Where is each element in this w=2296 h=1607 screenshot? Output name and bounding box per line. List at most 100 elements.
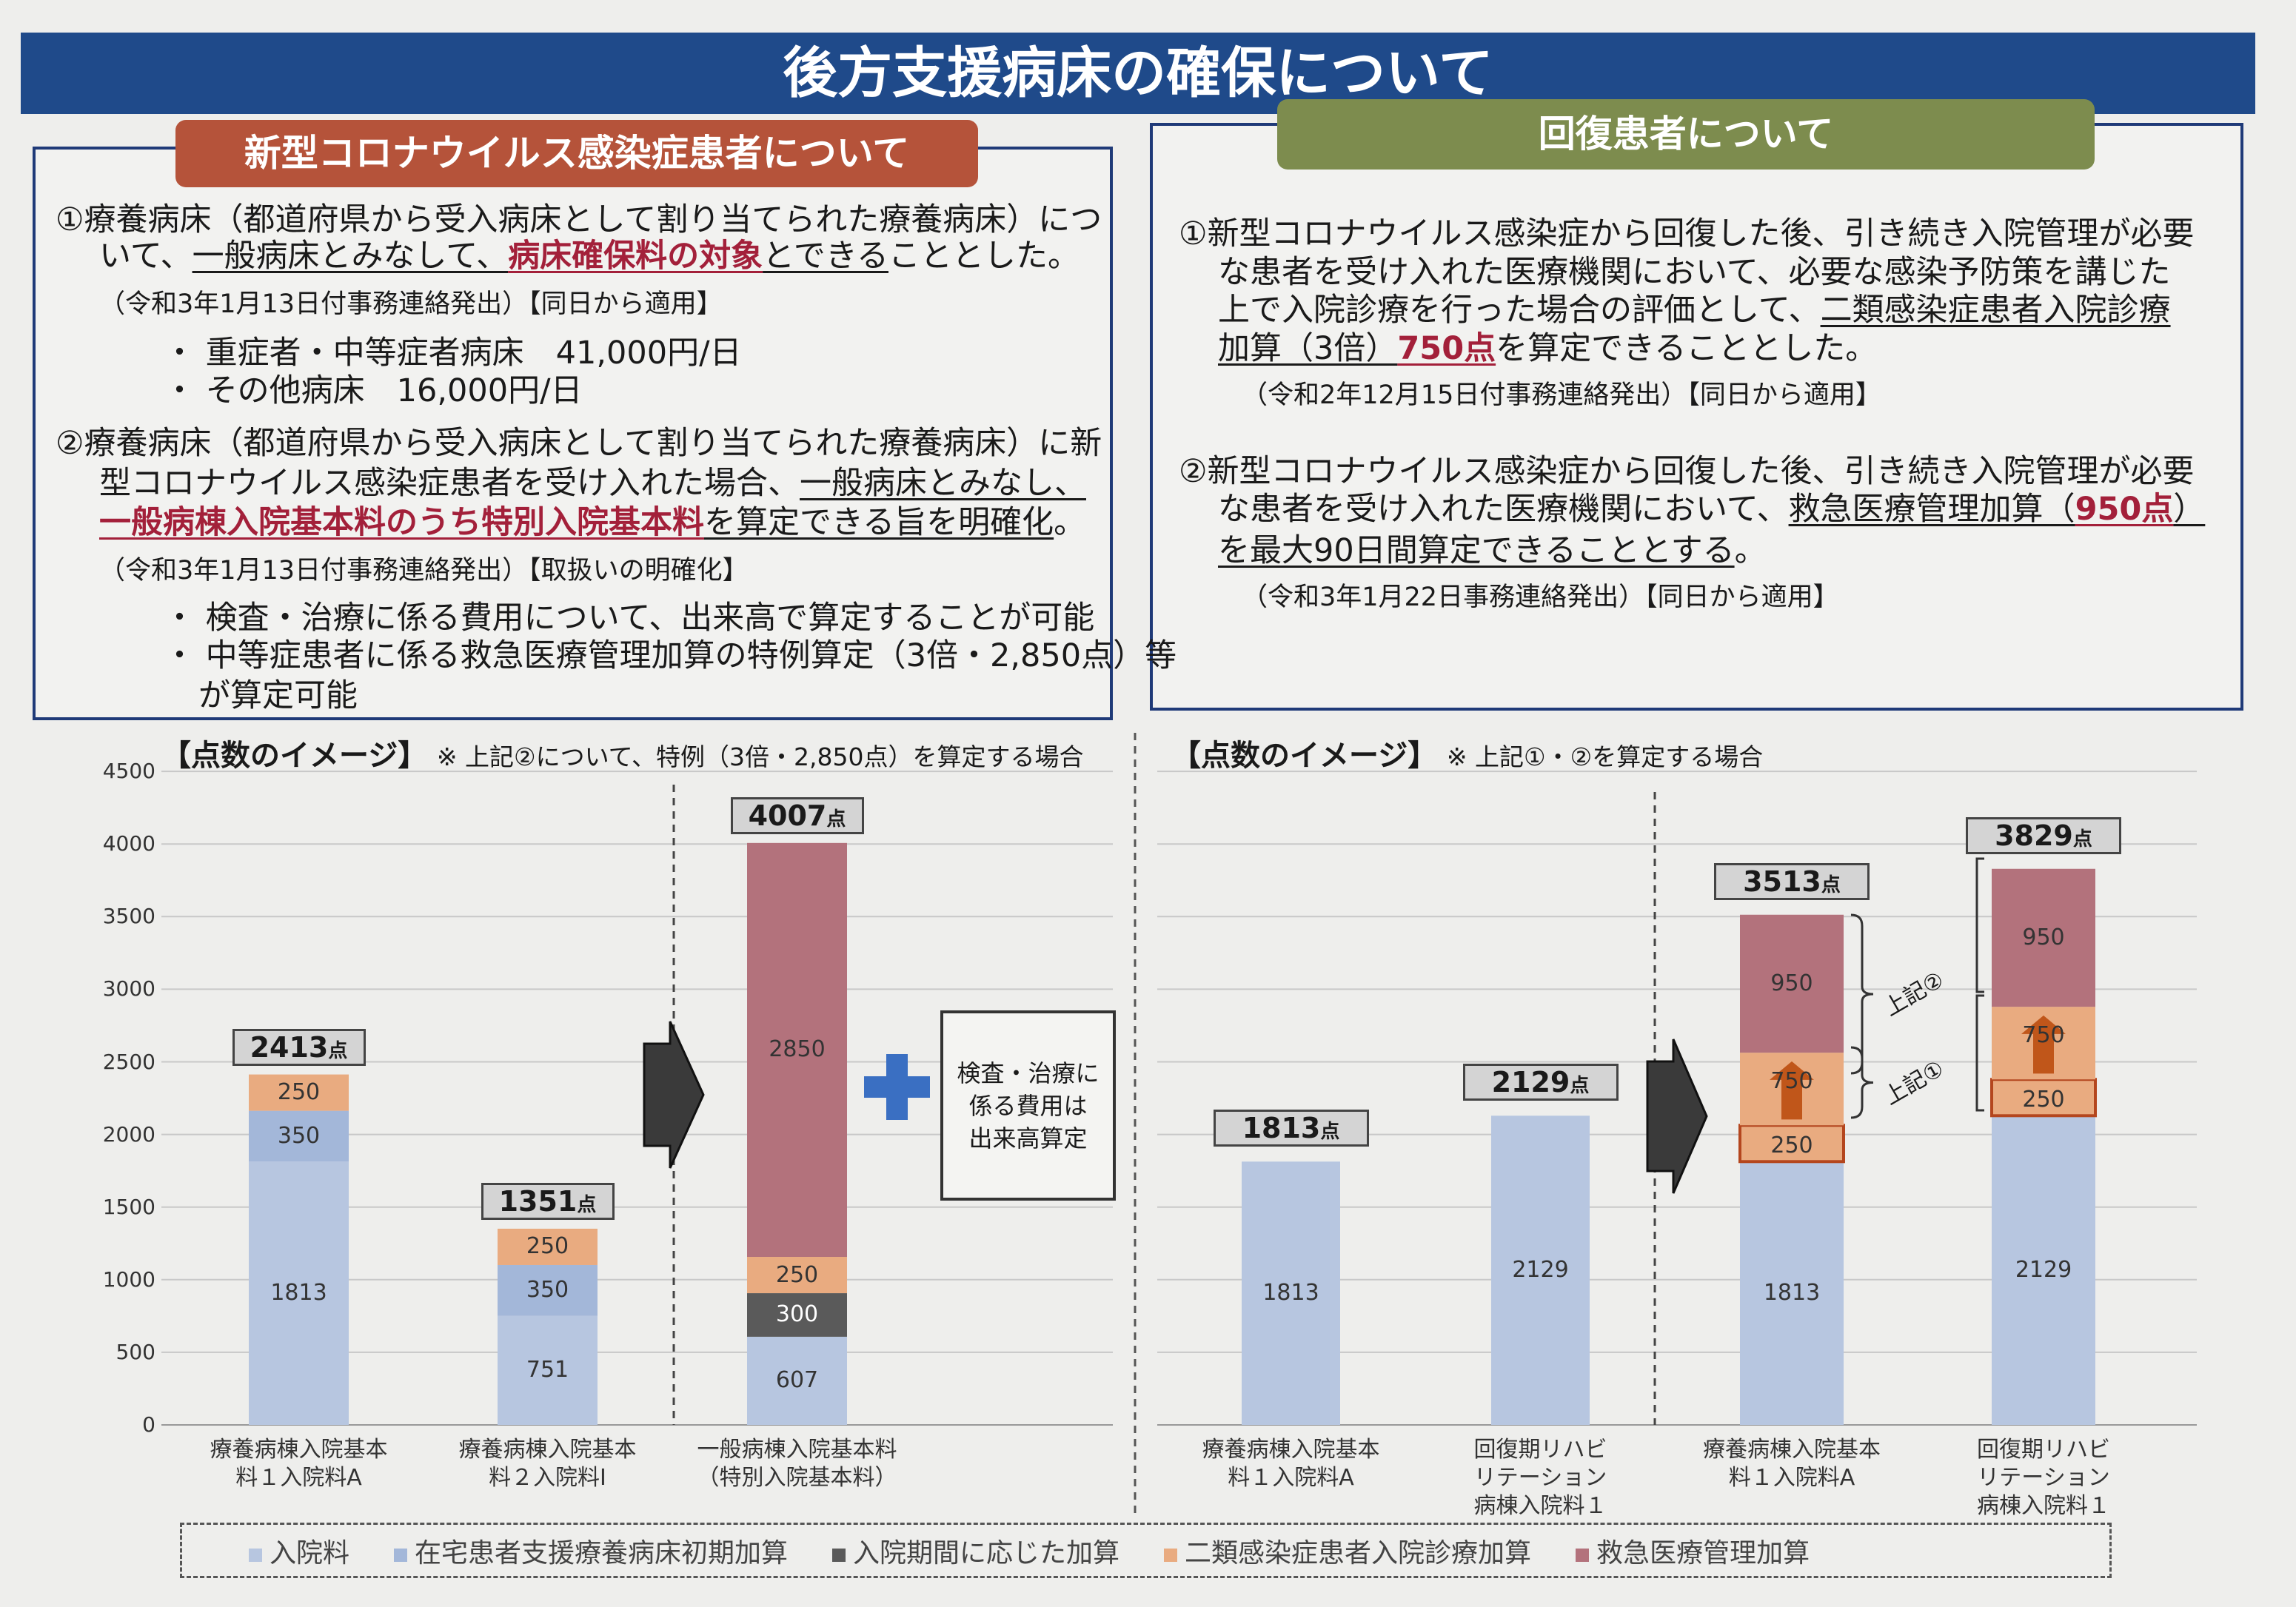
highlighted-text: 950点 [2075,491,2174,528]
left-text-line: 型コロナウイルス感染症患者を受け入れた場合、一般病床とみなし、 [99,464,1086,503]
piecework-note-text: 検査・治療に 係る費用は 出来高算定 [957,1059,1100,1153]
bar-value-label: 750 [1770,1068,1813,1095]
right-text-line: な患者を受け入れた医療機関において、救急医療管理加算（950点） [1218,490,2205,529]
legend-swatch [249,1548,262,1562]
text-segment: いて、 [99,238,193,275]
text-segment: ②療養病床（都道府県から受入病床として割り当てられた療養病床）に新 [56,425,1102,462]
bar-segment [747,1293,847,1337]
left-text-line: が算定可能 [198,677,358,715]
right-text-line: 上で入院診療を行った場合の評価として、二類感染症患者入院診療 [1218,291,2171,329]
left-chart-title: 【点数のイメージ】 [161,739,428,773]
bar-value-label: 350 [526,1277,569,1304]
total-unit: 点 [1821,873,1841,896]
total-label: 3829点 [1966,816,2121,854]
right-text-line: 加算（3倍）750点を算定できることとした。 [1218,329,1877,368]
left-text-line: ・ 検査・治療に係る費用について、出来高で算定することが可能 [164,599,1094,637]
text-segment: 。 [1054,504,1086,541]
bar-segment [1740,914,1844,1053]
right-chart-heading: 【点数のイメージ】 ※ 上記①・②を算定する場合 [1171,731,1763,774]
bar-segment [1738,1124,1845,1164]
left-text-line: ・ 中等症患者に係る救急医療管理加算の特例算定（3倍・2,850点）等 [164,637,1177,675]
bar-segment [1491,1115,1590,1425]
y-tick-label: 4000 [102,831,155,856]
bar-value-label: 2850 [769,1036,826,1063]
y-tick-label: 0 [142,1412,155,1437]
total-value: 1351 [498,1184,578,1218]
category-label: 療養病棟入院基本 料１入院料A [1202,1437,1380,1491]
total-label: 4007点 [730,796,864,834]
total-label: 1813点 [1213,1110,1369,1147]
total-value: 3829 [1995,819,2073,852]
text-segment: ①新型コロナウイルス感染症から回復した後、引き続き入院管理が必要 [1179,215,2195,252]
y-tick-label: 2000 [102,1121,155,1147]
text-segment: ・ その他病床 16,000円/日 [164,372,583,409]
bar-segment [747,842,847,1257]
y-tick-label: 500 [116,1339,155,1364]
total-unit: 点 [328,1039,348,1062]
bar-segment [249,1110,349,1162]
total-value: 1813 [1242,1112,1321,1145]
y-tick-label: 1500 [102,1194,155,1219]
bar-value-label: 1813 [1763,1280,1821,1306]
text-segment: ） [2173,491,2206,528]
text-segment: を最大90日間算定できることとする [1218,532,1735,569]
bar-value-label: 250 [2022,1086,2065,1113]
right-text-line: （令和3年1月22日事務連絡発出）【同日から適用】 [1242,578,1839,617]
plus-icon [864,1054,930,1120]
legend-item: 救急医療管理加算 [1576,1531,1810,1570]
bar-segment [498,1315,598,1425]
left-text-line: ・ その他病床 16,000円/日 [164,372,583,410]
piecework-note-box: 検査・治療に 係る費用は 出来高算定 [940,1010,1116,1201]
right-arrow-icon [643,1021,705,1169]
legend-swatch [1576,1548,1590,1562]
right-panel [1150,123,2243,711]
right-text-line: ②新型コロナウイルス感染症から回復した後、引き続き入院管理が必要 [1179,452,2195,491]
bar-segment [249,1074,349,1111]
text-segment: 救急医療管理加算（ [1788,491,2075,528]
highlighted-text: 一般病棟入院基本料のうち特別入院基本料 [99,504,704,541]
y-tick-label: 3500 [102,904,155,929]
bar-value-label: 750 [2022,1022,2065,1049]
text-segment: （令和3年1月13日付事務連絡発出）【取扱いの明確化】 [99,556,749,586]
bar-value-label: 1813 [1262,1280,1319,1306]
bar-value-label: 950 [2022,924,2065,950]
category-label: 回復期リハビ リテーション 病棟入院料１ [1473,1437,1607,1519]
bar-value-label: 751 [526,1357,569,1383]
up-arrow-icon [1770,1061,1814,1120]
left-panel [33,147,1113,720]
bar-value-label: 2129 [2015,1257,2072,1284]
text-segment: な患者を受け入れた医療機関において、必要な感染予防策を講じた [1218,254,2171,291]
text-segment: 二類感染症患者入院診療 [1820,292,2171,329]
legend: 入院料 在宅患者支援療養病床初期加算 入院期間に応じた加算 二類感染症患者入院診療加算… [180,1523,2112,1578]
text-segment: を算定できることとした。 [1496,330,1878,367]
bar-value-label: 607 [775,1367,819,1394]
total-unit: 点 [1570,1075,1590,1098]
legend-swatch [394,1548,408,1562]
left-chart-heading: 【点数のイメージ】 ※ 上記②について、特例（3倍・2,850点）を算定する場合 [161,731,1083,774]
text-segment: ・ 重症者・中等症者病床 41,000円/日 [164,335,742,372]
total-value: 2413 [250,1030,329,1064]
highlighted-text: 750点 [1397,330,1496,367]
text-segment: ・ 中等症患者に係る救急医療管理加算の特例算定（3倍・2,850点）等 [164,637,1177,674]
brace [1850,913,1874,1075]
brace [1850,1046,1874,1119]
text-segment: 。 [1734,532,1767,569]
y-tick-label: 4500 [102,759,155,784]
right-text-line: な患者を受け入れた医療機関において、必要な感染予防策を講じた [1218,253,2171,292]
highlighted-text: 病床確保料の対象 [508,238,763,275]
right-chart-title: 【点数のイメージ】 [1171,739,1438,773]
text-segment: こととした。 [888,238,1080,275]
legend-item: 在宅患者支援療養病床初期加算 [394,1531,788,1570]
up-arrow-icon [2021,1015,2066,1074]
text-segment: が算定可能 [198,677,358,714]
legend-label: 入院料 [270,1537,350,1569]
bar-value-label: 250 [277,1079,321,1106]
text-segment: 型コロナウイルス感染症患者を受け入れた場合、 [99,465,800,502]
bar-value-label: 350 [277,1122,321,1149]
left-text-line: 一般病棟入院基本料のうち特別入院基本料を算定できる旨を明確化。 [99,503,1085,542]
left-panel-header: 新型コロナウイルス感染症患者について [175,120,978,187]
legend-swatch [832,1548,846,1562]
bar-segment [1740,1161,1844,1425]
left-text-line: ①療養病床（都道府県から受入病床として割り当てられた療養病床）につ [56,201,1102,239]
